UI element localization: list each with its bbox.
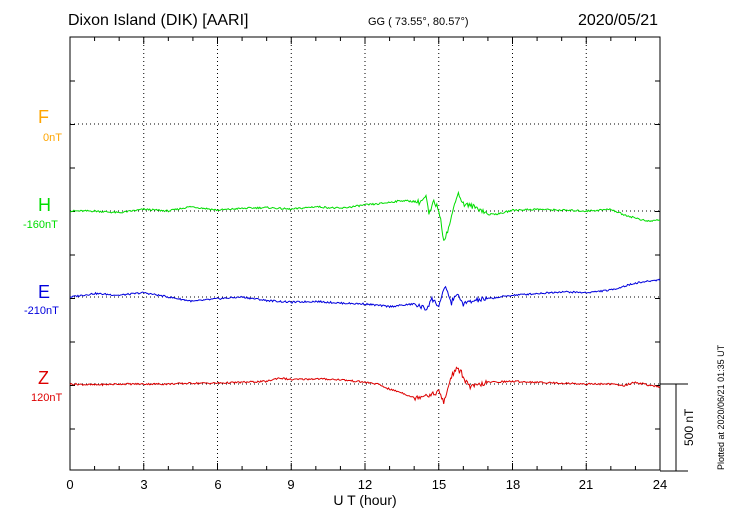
series-line-z [69,366,661,404]
scale-bar [660,383,688,472]
x-tick-label: 6 [214,477,222,492]
series-line-e [69,278,661,311]
series-lines [69,190,661,404]
x-tick-label: 12 [357,477,373,492]
plotted-timestamp: Plotted at 2020/06/21 01:35 UT [716,344,726,470]
baseline-label-z: 120nT [31,392,63,404]
x-tick-label: 21 [578,477,594,492]
plot-date: 2020/05/21 [578,12,659,29]
grid-lines [70,37,660,470]
series-label-e: E [38,282,51,302]
baseline-label-f: 0nT [43,132,62,144]
series-label-h: H [38,195,51,215]
series-line-h [69,190,661,241]
station-title: Dixon Island (DIK) [AARI] [68,12,249,29]
x-tick-label: 15 [431,477,447,492]
scale-bar-label: 500 nT [682,408,696,446]
x-tick-label: 18 [505,477,521,492]
x-tick-label: 0 [66,477,74,492]
baseline-label-h: -160nT [23,219,58,231]
geographic-coordinates: GG ( 73.55°, 80.57°) [368,16,469,28]
x-axis-label: U T (hour) [333,492,397,508]
baseline-label-e: -210nT [24,305,59,317]
x-tick-label: 9 [287,477,295,492]
tick-marks [69,37,661,470]
x-tick-label: 3 [140,477,148,492]
series-label-f: F [38,107,49,127]
x-tick-label: 24 [652,477,668,492]
series-label-z: Z [38,368,49,388]
